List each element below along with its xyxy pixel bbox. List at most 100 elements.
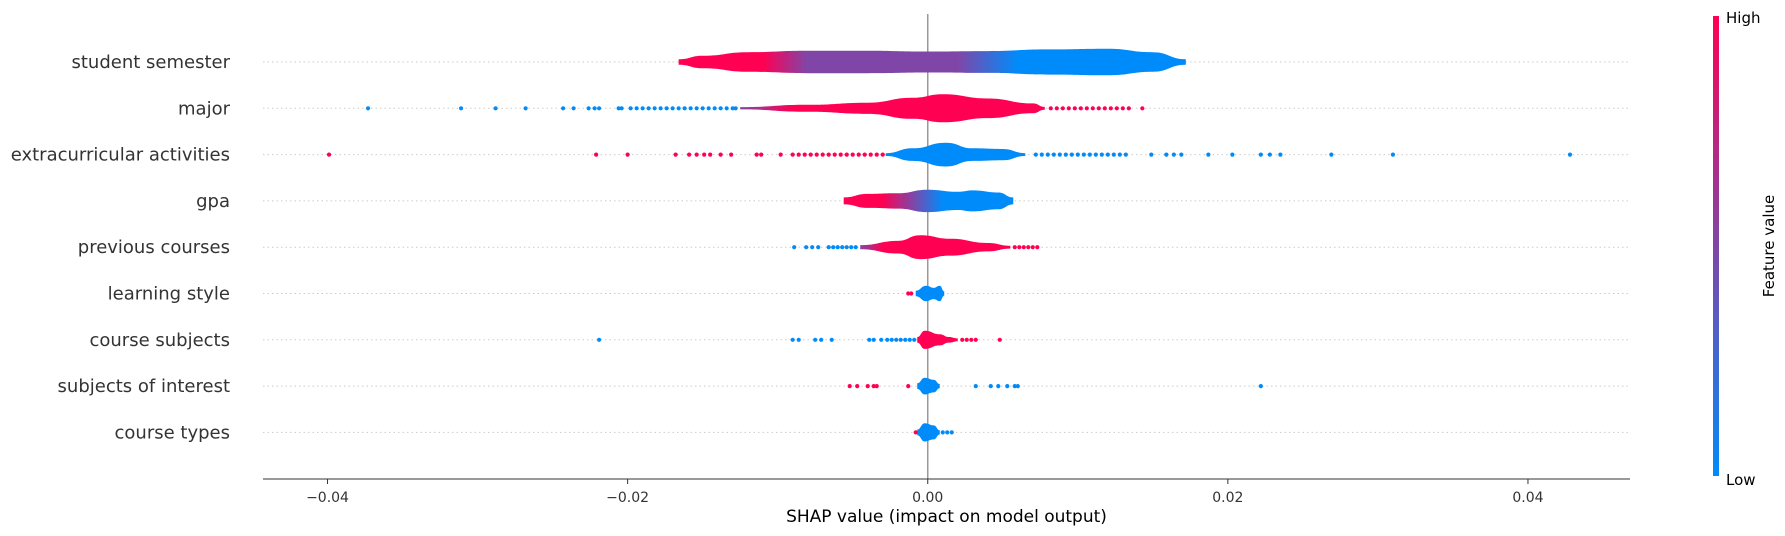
point-low-course-subjects xyxy=(813,337,818,342)
point-low-extracurricular-activities xyxy=(1033,152,1038,157)
feature-label-course-subjects: course subjects xyxy=(89,330,230,351)
point-low-major xyxy=(586,106,591,111)
point-high-extracurricular-activities xyxy=(820,152,825,157)
point-low-extracurricular-activities xyxy=(1206,152,1211,157)
point-low-course-subjects xyxy=(871,337,876,342)
point-low-major xyxy=(688,106,693,111)
point-high-previous-courses xyxy=(1017,245,1022,250)
point-low-major xyxy=(682,106,687,111)
point-high-extracurricular-activities xyxy=(718,152,723,157)
point-low-course-subjects xyxy=(796,337,801,342)
point-low-previous-courses xyxy=(826,245,831,250)
point-low-major xyxy=(365,106,371,111)
point-low-extracurricular-activities xyxy=(1105,152,1110,157)
point-low-major xyxy=(718,106,723,111)
x-tick-label: 0.04 xyxy=(1512,490,1543,506)
point-low-major xyxy=(640,106,645,111)
point-high-major xyxy=(1078,106,1083,111)
point-high-subjects-of-interest xyxy=(865,384,870,389)
colorbar-low-label: Low xyxy=(1726,471,1756,489)
point-low-extracurricular-activities xyxy=(1258,152,1263,157)
point-low-major xyxy=(712,106,717,111)
point-high-major xyxy=(1096,106,1101,111)
point-low-extracurricular-activities xyxy=(1278,152,1283,157)
point-low-extracurricular-activities xyxy=(1390,152,1396,157)
point-low-subjects-of-interest xyxy=(996,384,1001,389)
point-high-course-types xyxy=(913,430,918,435)
point-low-major xyxy=(733,106,738,111)
point-high-extracurricular-activities xyxy=(814,152,819,157)
point-low-course-types xyxy=(949,430,954,435)
point-high-previous-courses xyxy=(1026,245,1031,250)
point-high-extracurricular-activities xyxy=(673,152,678,157)
point-high-extracurricular-activities xyxy=(826,152,831,157)
row-gridlines xyxy=(263,61,1630,433)
point-high-previous-courses xyxy=(1030,245,1035,250)
point-high-extracurricular-activities xyxy=(708,152,713,157)
point-low-course-subjects xyxy=(867,337,872,342)
point-low-subjects-of-interest xyxy=(973,384,978,389)
point-low-previous-courses xyxy=(804,245,809,250)
x-tick-label: −0.02 xyxy=(606,490,649,506)
point-high-extracurricular-activities xyxy=(802,152,807,157)
point-low-course-subjects xyxy=(597,337,602,342)
point-high-extracurricular-activities xyxy=(594,152,599,157)
violin-subjects-of-interest xyxy=(917,377,940,395)
point-high-subjects-of-interest xyxy=(871,384,876,389)
violin-student-semester xyxy=(678,48,1186,76)
colorbar-gradient xyxy=(1713,16,1719,476)
violin-course-subjects xyxy=(917,330,958,349)
x-tick-label: 0.00 xyxy=(912,490,943,506)
point-low-extracurricular-activities xyxy=(1179,152,1184,157)
point-low-major xyxy=(694,106,699,111)
point-high-subjects-of-interest xyxy=(847,384,852,389)
point-low-major xyxy=(561,106,566,111)
point-low-major xyxy=(619,106,624,111)
violins xyxy=(678,48,1186,442)
point-high-extracurricular-activities xyxy=(862,152,867,157)
point-low-major xyxy=(730,106,735,111)
point-high-extracurricular-activities xyxy=(759,152,764,157)
point-high-previous-courses xyxy=(1021,245,1026,250)
outlier-points xyxy=(326,106,1573,435)
point-high-major xyxy=(1084,106,1089,111)
feature-label-gpa: gpa xyxy=(196,191,230,212)
point-high-extracurricular-activities xyxy=(850,152,855,157)
x-tick-label: −0.04 xyxy=(306,490,349,506)
point-low-extracurricular-activities xyxy=(1051,152,1056,157)
point-high-course-subjects xyxy=(973,337,978,342)
point-high-previous-courses xyxy=(1012,245,1017,250)
point-low-course-subjects xyxy=(885,337,890,342)
point-low-previous-courses xyxy=(792,245,797,250)
violin-extracurricular-activities xyxy=(885,142,1026,167)
point-low-course-subjects xyxy=(907,337,912,342)
point-low-previous-courses xyxy=(816,245,821,250)
x-ticks: −0.04 −0.02 0.00 0.02 0.04 xyxy=(306,479,1544,506)
point-low-course-subjects xyxy=(912,337,917,342)
point-high-extracurricular-activities xyxy=(856,152,861,157)
point-low-previous-courses xyxy=(853,245,858,250)
point-high-extracurricular-activities xyxy=(326,152,332,157)
point-low-course-subjects xyxy=(829,337,834,342)
point-high-extracurricular-activities xyxy=(790,152,795,157)
point-low-course-subjects xyxy=(819,337,824,342)
point-high-extracurricular-activities xyxy=(832,152,837,157)
point-low-extracurricular-activities xyxy=(1123,152,1128,157)
point-low-course-subjects xyxy=(898,337,903,342)
violin-previous-courses xyxy=(860,235,1011,260)
point-low-course-types xyxy=(945,430,950,435)
point-low-extracurricular-activities xyxy=(1164,152,1169,157)
feature-label-major: major xyxy=(178,98,231,119)
point-low-major xyxy=(676,106,681,111)
point-low-extracurricular-activities xyxy=(1045,152,1050,157)
point-low-previous-courses xyxy=(844,245,849,250)
point-high-extracurricular-activities xyxy=(729,152,734,157)
colorbar-high-label: High xyxy=(1726,9,1760,27)
point-low-extracurricular-activities xyxy=(1111,152,1116,157)
point-low-extracurricular-activities xyxy=(1117,152,1122,157)
point-high-extracurricular-activities xyxy=(754,152,759,157)
point-high-course-subjects xyxy=(960,337,965,342)
point-low-previous-courses xyxy=(835,245,840,250)
x-tick-label: 0.02 xyxy=(1212,490,1243,506)
point-low-extracurricular-activities xyxy=(1230,152,1235,157)
